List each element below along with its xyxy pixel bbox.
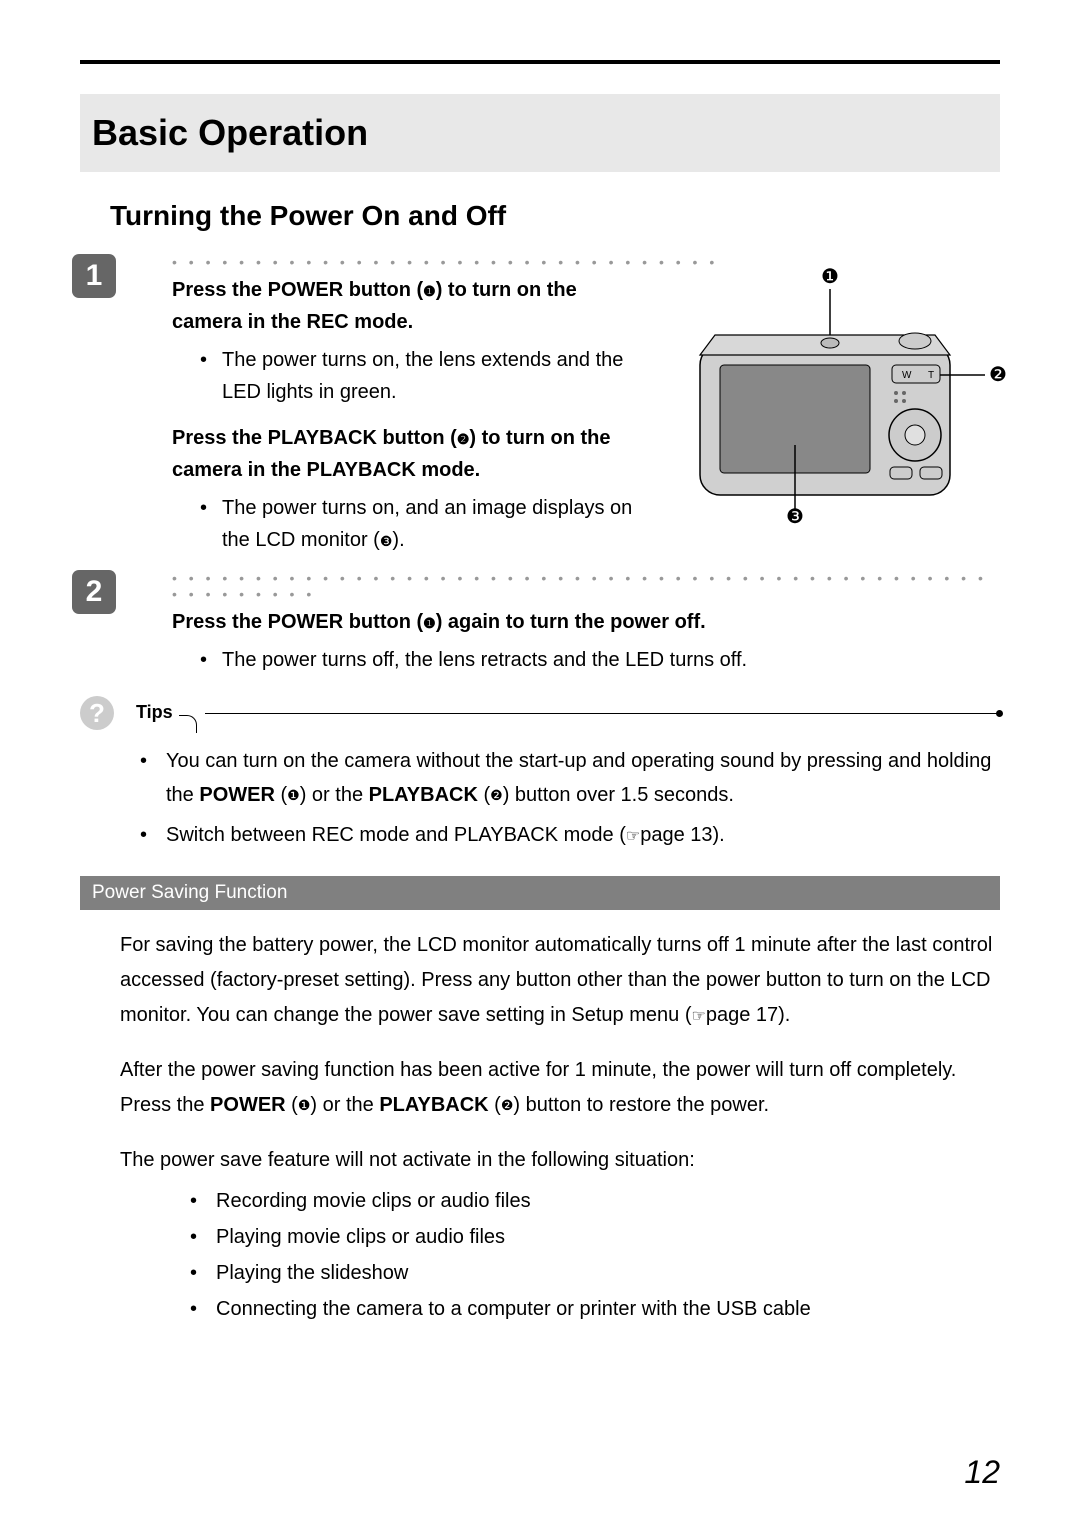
tips-item-1: You can turn on the camera without the s… xyxy=(140,744,1000,812)
step-number-2: 2 xyxy=(72,570,116,614)
dots-divider: • • • • • • • • • • • • • • • • • • • • … xyxy=(172,570,992,602)
page-number: 12 xyxy=(964,1454,1000,1491)
step-1: 1 • • • • • • • • • • • • • • • • • • • … xyxy=(112,254,1000,556)
list-item: Recording movie clips or audio files xyxy=(190,1184,1000,1218)
top-rule xyxy=(80,60,1000,64)
power-saving-para-3: The power save feature will not activate… xyxy=(120,1143,1000,1178)
circled-1-icon: ❶ xyxy=(423,280,436,302)
list-item: The power turns on, and an image display… xyxy=(200,492,642,556)
tips-label: Tips xyxy=(130,702,179,725)
step1-list-b: The power turns on, and an image display… xyxy=(200,492,642,556)
step-number-1: 1 xyxy=(72,254,116,298)
tips-list: You can turn on the camera without the s… xyxy=(140,744,1000,852)
list-item: The power turns off, the lens retracts a… xyxy=(200,644,1000,676)
list-item: Playing movie clips or audio files xyxy=(190,1220,1000,1254)
power-saving-para-2: After the power saving function has been… xyxy=(120,1053,1000,1123)
tips-header: ? Tips xyxy=(80,696,1000,730)
dots-divider: • • • • • • • • • • • • • • • • • • • • … xyxy=(172,254,1000,270)
step-2: 2 • • • • • • • • • • • • • • • • • • • … xyxy=(112,570,1000,676)
list-item: The power turns on, the lens extends and… xyxy=(200,344,642,408)
tips-item-2: Switch between REC mode and PLAYBACK mod… xyxy=(140,818,1000,852)
step2-heading: Press the POWER button (❶) again to turn… xyxy=(172,606,1000,638)
circled-1-icon: ❶ xyxy=(423,612,436,634)
circled-2-icon: ❷ xyxy=(457,428,470,450)
circled-1-icon: ❶ xyxy=(287,784,300,808)
circled-3-icon: ❸ xyxy=(380,530,393,552)
power-saving-para-1: For saving the battery power, the LCD mo… xyxy=(120,928,1000,1033)
step2-list: The power turns off, the lens retracts a… xyxy=(200,644,1000,676)
circled-2-icon: ❷ xyxy=(490,784,503,808)
list-item: Connecting the camera to a computer or p… xyxy=(190,1292,1000,1326)
section-title-box: Basic Operation xyxy=(80,94,1000,172)
power-saving-list: Recording movie clips or audio files Pla… xyxy=(190,1184,1000,1326)
circled-1-icon: ❶ xyxy=(298,1093,311,1118)
subsection-title: Turning the Power On and Off xyxy=(110,200,1000,232)
tips-curve xyxy=(179,715,197,733)
power-saving-heading: Power Saving Function xyxy=(80,876,1000,910)
page-ref-icon: ☞ xyxy=(626,823,640,850)
step1-list-a: The power turns on, the lens extends and… xyxy=(200,344,642,408)
circled-2-icon: ❷ xyxy=(501,1093,514,1118)
list-item: Playing the slideshow xyxy=(190,1256,1000,1290)
tips-rule xyxy=(205,713,1000,714)
step1-heading-a: Press the POWER button (❶) to turn on th… xyxy=(172,274,642,338)
tips-question-icon: ? xyxy=(80,696,114,730)
section-title: Basic Operation xyxy=(92,112,980,154)
step1-heading-b: Press the PLAYBACK button (❷) to turn on… xyxy=(172,422,642,486)
page-ref-icon: ☞ xyxy=(691,1003,705,1031)
